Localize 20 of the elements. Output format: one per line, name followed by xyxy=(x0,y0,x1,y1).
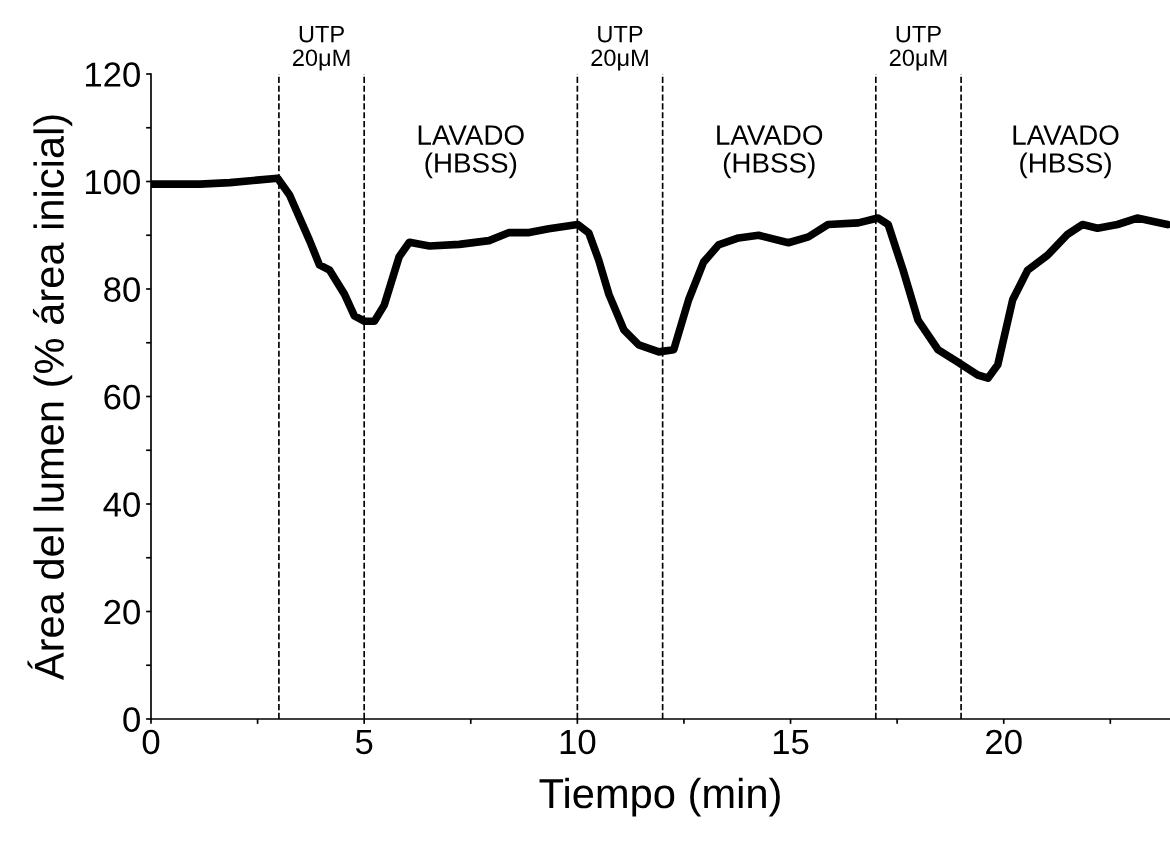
annotation: LAVADO (HBSS) xyxy=(418,125,524,179)
annotation: LAVADO (HBSS) xyxy=(1013,125,1119,179)
y-tick-label: 120 xyxy=(86,62,140,87)
y-tick-label: 20 xyxy=(104,599,140,625)
x-tick-label: 10 xyxy=(560,729,596,755)
y-tick-label: 100 xyxy=(86,169,140,195)
text: UTP 20μM xyxy=(591,25,648,71)
x-tick-label: 0 xyxy=(142,729,160,755)
y-tick-label: 40 xyxy=(103,492,140,517)
x-tick-label: 20 xyxy=(986,729,1022,755)
x-axis-title: Tiempo (min) xyxy=(539,777,780,817)
annotation: LAVADO (HBSS) xyxy=(717,125,823,179)
y-tick-label: 60 xyxy=(104,384,140,410)
text: UTP 20μM xyxy=(889,25,947,71)
text: UTP 20μM xyxy=(292,25,350,71)
y-axis-title: Área del lumen (% área inicial) xyxy=(27,115,73,681)
y-tick-label: 0 xyxy=(123,707,140,732)
x-tick-label: 15 xyxy=(773,730,809,755)
y-tick-label: 80 xyxy=(104,277,140,302)
x-tick-label: 5 xyxy=(355,730,373,755)
